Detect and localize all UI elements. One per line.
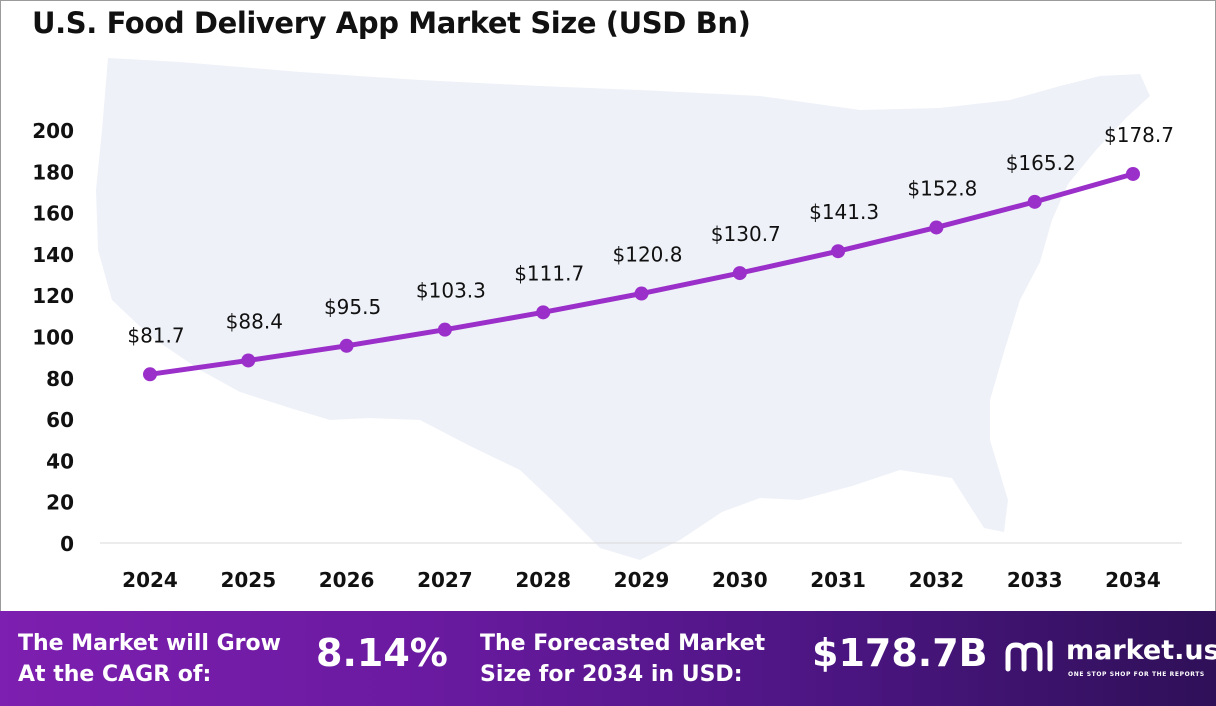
data-point: [437, 322, 452, 337]
y-tick-label: 40: [46, 449, 74, 473]
data-labels: $81.7 $88.4 $95.5 $103.3 $111.7 $120.8 $130.7 $…: [127, 123, 1174, 347]
cagr-value: 8.14%: [316, 631, 448, 675]
x-tick-label: 2031: [810, 568, 866, 592]
data-point: [732, 266, 747, 281]
y-tick-label: 0: [60, 532, 74, 556]
x-tick-label: 2034: [1105, 568, 1161, 592]
logo-name: market.us: [1066, 635, 1216, 666]
data-label: $130.7: [711, 222, 781, 246]
market-us-logo-icon: [1005, 640, 1053, 672]
y-tick-label: 120: [32, 284, 74, 308]
y-tick-label: 80: [46, 367, 74, 391]
data-label: $81.7: [127, 323, 184, 347]
x-tick-label: 2026: [319, 568, 375, 592]
logo-tagline: ONE STOP SHOP FOR THE REPORTS: [1068, 671, 1205, 678]
y-tick-label: 60: [46, 408, 74, 432]
us-map-background: [96, 58, 1150, 560]
x-tick-label: 2033: [1007, 568, 1063, 592]
x-tick-label: 2029: [614, 568, 670, 592]
chart-title: U.S. Food Delivery App Market Size (USD …: [32, 6, 751, 40]
data-label: $165.2: [1006, 151, 1076, 175]
forecast-label: The Forecasted Market Size for 2034 in U…: [480, 631, 766, 687]
data-label: $120.8: [613, 243, 683, 267]
forecast-value: $178.7B: [812, 631, 988, 675]
data-label: $88.4: [226, 309, 283, 333]
y-tick-label: 200: [32, 119, 74, 143]
data-label: $152.8: [907, 176, 977, 200]
y-tick-label: 140: [32, 243, 74, 267]
x-axis: 2024 2025 2026 2027 2028 2029 2030 2031 2032 2033…: [122, 568, 1161, 592]
data-label: $111.7: [514, 261, 584, 285]
x-tick-label: 2028: [515, 568, 571, 592]
data-point: [241, 353, 256, 368]
data-point: [339, 338, 354, 353]
data-point: [536, 305, 551, 320]
y-tick-label: 100: [32, 326, 74, 350]
data-point: [1126, 166, 1140, 181]
x-tick-label: 2025: [220, 568, 276, 592]
market-us-logo[interactable]: market.us ONE STOP SHOP FOR THE REPORTS: [1004, 635, 1216, 685]
data-point: [1027, 194, 1042, 209]
footer-banner: The Market will Grow At the CAGR of: 8.1…: [0, 611, 1216, 706]
y-tick-label: 180: [32, 160, 74, 184]
line-chart: 0 20 40 60 80 100 120 140 160 180 200 2024 2025 2026…: [32, 58, 1182, 592]
y-axis: 0 20 40 60 80 100 120 140 160 180 200: [32, 119, 74, 556]
data-point: [634, 286, 649, 301]
y-tick-label: 20: [46, 491, 74, 515]
data-point: [929, 220, 944, 235]
x-tick-label: 2027: [417, 568, 473, 592]
data-point: [831, 244, 846, 259]
data-label: $141.3: [809, 200, 879, 224]
data-point: [143, 367, 157, 382]
cagr-label: The Market will Grow At the CAGR of:: [18, 631, 281, 687]
y-tick-label: 160: [32, 202, 74, 226]
x-tick-label: 2024: [122, 568, 178, 592]
x-tick-label: 2032: [909, 568, 965, 592]
data-label: $95.5: [324, 295, 381, 319]
data-label: $103.3: [416, 279, 486, 303]
x-tick-label: 2030: [712, 568, 768, 592]
series-points: [143, 166, 1140, 382]
data-label: $178.7: [1104, 123, 1174, 147]
